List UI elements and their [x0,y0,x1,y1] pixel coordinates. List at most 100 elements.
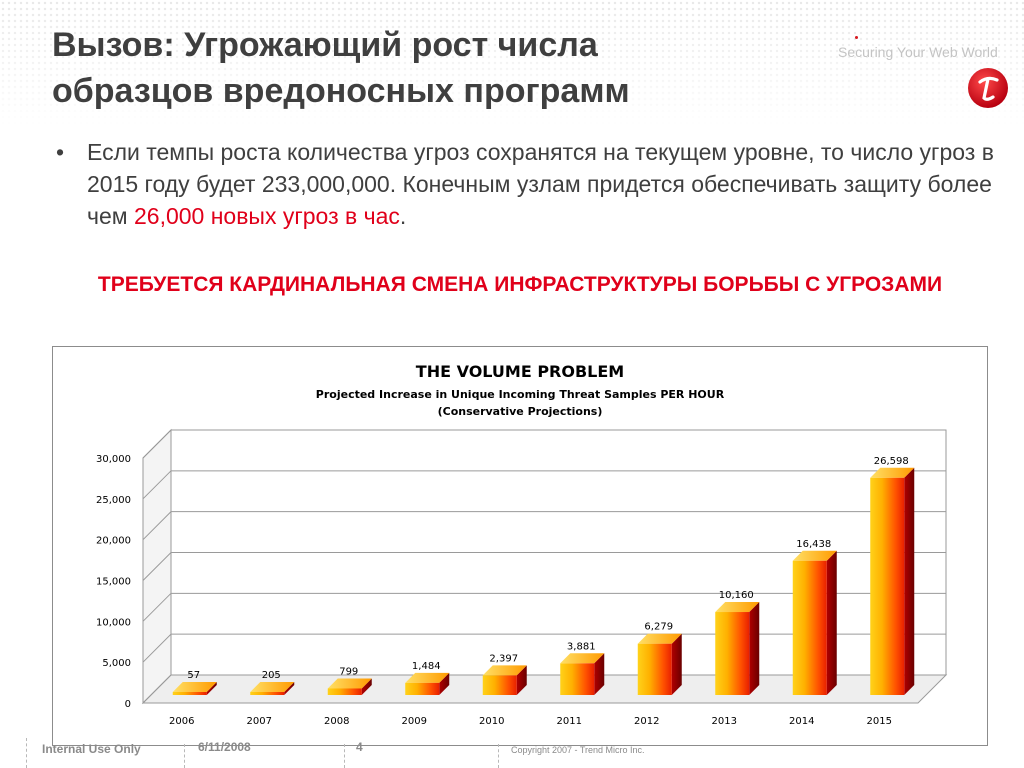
title-line-2: образцов вредоносных программ [52,72,630,110]
chart-title: THE VOLUME PROBLEM [416,362,624,381]
x-tick-label: 2015 [867,716,892,727]
bar-front [560,663,595,695]
bar-side [361,678,372,695]
footer-page-number: 4 [356,740,363,754]
bar-value-label: 799 [339,666,358,677]
bar-top [870,467,915,478]
bar-front [792,560,827,695]
bar-value-label: 26,598 [874,456,909,467]
footer-divider [344,744,345,768]
bar-top [172,682,217,692]
slide-title: Вызов: Угрожающий рост числа образцов вр… [52,22,792,114]
chart-bar [172,682,217,695]
bar-front [482,675,517,695]
gridline [142,470,946,500]
chart-bar [637,633,682,695]
footer-divider [26,738,27,768]
bar-top [792,550,837,561]
chart-bar [327,678,372,695]
footer-divider [498,744,499,768]
brand-tagline: Securing Your Web World [838,44,998,60]
bar-top [482,665,527,676]
y-tick-label: 0 [125,699,131,710]
y-tick-label: 10,000 [96,617,131,628]
bar-value-label: 6,279 [644,622,673,633]
gridline [142,633,946,663]
bullet-marker: • [56,139,65,165]
y-tick-label: 25,000 [96,495,131,506]
chart-bar [870,467,915,695]
x-tick-label: 2014 [789,716,814,727]
bar-top [250,682,295,692]
bar-top [405,672,450,683]
bullet-text-highlight: 26,000 новых угроз в час [133,203,400,229]
y-axis-ticks: 0 5,000 10,000 15,000 20,000 25,000 30,000 [96,454,131,710]
footer-classification: Internal Use Only [42,742,141,756]
x-tick-label: 2013 [712,716,737,727]
chart-bar [405,672,450,695]
x-tick-label: 2006 [169,716,194,727]
x-tick-label: 2009 [402,716,427,727]
bullet-text: Если темпы роста количества угроз сохран… [87,136,1006,232]
bullet-point: • Если темпы роста количества угроз сохр… [56,136,1006,232]
y-tick-label: 5,000 [102,658,131,669]
bar-side [206,682,217,695]
bar-side [904,467,915,695]
bar-side [439,672,450,695]
bullet-text-start: Если темпы роста количества угроз сохран… [87,139,994,229]
x-tick-label: 2007 [247,716,272,727]
x-tick-label: 2010 [479,716,504,727]
footer-divider [184,744,185,768]
y-tick-label: 20,000 [96,536,131,547]
chart-bar [792,550,837,695]
bar-front [327,688,362,695]
bar-value-label: 205 [262,670,281,681]
chart-subtitle-2: (Conservative Projections) [438,405,603,418]
y-tick-label: 30,000 [96,454,131,465]
bar-value-label: 2,397 [489,653,518,664]
brand-dot-icon [855,36,858,39]
chart-bar [560,653,605,695]
chart-bar [482,665,527,695]
bar-front [870,477,905,695]
bar-top [715,602,760,613]
bar-top [560,653,605,664]
bar-side [749,602,760,695]
chart-bar [250,682,295,695]
x-tick-label: 2008 [324,716,349,727]
bullet-text-end: . [399,203,407,229]
bar-side [516,665,527,695]
bar-front [637,643,672,695]
footer-copyright: Copyright 2007 - Trend Micro Inc. [511,745,645,755]
chart-canvas: THE VOLUME PROBLEM Projected Increase in… [96,362,948,727]
bar-side [284,682,295,695]
bar-side [671,633,682,695]
chart-bar [715,602,760,695]
bar-value-label: 10,160 [719,590,754,601]
warning-headline: ТРЕБУЕТСЯ КАРДИНАЛЬНАЯ СМЕНА ИНФРАСТРУКТ… [97,273,943,296]
bar-value-label: 3,881 [567,641,596,652]
bar-side [826,550,837,695]
y-tick-label: 15,000 [96,577,131,588]
bar-front [250,692,285,695]
x-tick-label: 2011 [557,716,582,727]
bar-value-label: 16,438 [796,539,831,550]
gridline [142,674,946,704]
dotted-background [0,0,1024,130]
x-tick-label: 2012 [634,716,659,727]
gridline [142,592,946,622]
chart-bars: 57 205 799 1,484 2,397 3,881 6,279 10,160 16,438… [172,456,915,695]
gridline [142,552,946,581]
bar-value-label: 57 [187,670,200,681]
bar-value-label: 1,484 [412,661,441,672]
x-axis-ticks: 2006 2007 2008 2009 2010 2011 2012 2013 2014 2015 [169,716,892,727]
bar-side [594,653,605,695]
gridline [142,429,946,459]
gridline [142,511,946,541]
trend-micro-logo-icon [968,68,1008,108]
title-line-1: Вызов: Угрожающий рост числа [52,26,598,64]
bar-front [405,682,440,695]
bar-front [715,612,750,695]
bar-top [637,633,682,644]
bar-top [327,678,372,689]
